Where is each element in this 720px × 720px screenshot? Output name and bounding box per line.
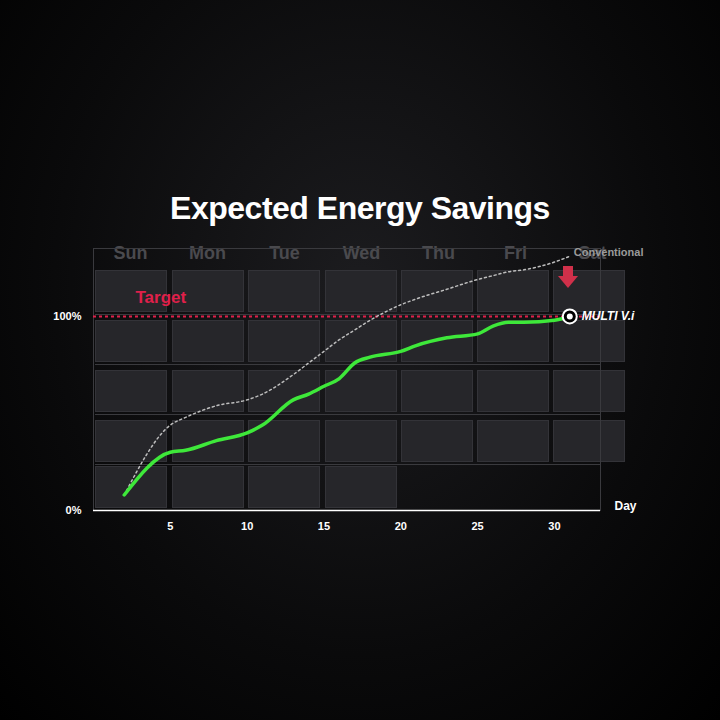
svg-text:5: 5	[167, 520, 173, 532]
svg-text:10: 10	[241, 520, 253, 532]
svg-text:30: 30	[548, 520, 560, 532]
svg-text:25: 25	[471, 520, 483, 532]
svg-text:20: 20	[395, 520, 407, 532]
svg-text:0%: 0%	[66, 504, 82, 516]
svg-text:Target: Target	[136, 288, 187, 307]
svg-text:15: 15	[318, 520, 330, 532]
svg-text:Day: Day	[615, 499, 637, 513]
svg-text:100%: 100%	[53, 310, 81, 322]
svg-text:MULTI V.i: MULTI V.i	[582, 309, 635, 323]
svg-text:Conventional: Conventional	[574, 246, 644, 258]
